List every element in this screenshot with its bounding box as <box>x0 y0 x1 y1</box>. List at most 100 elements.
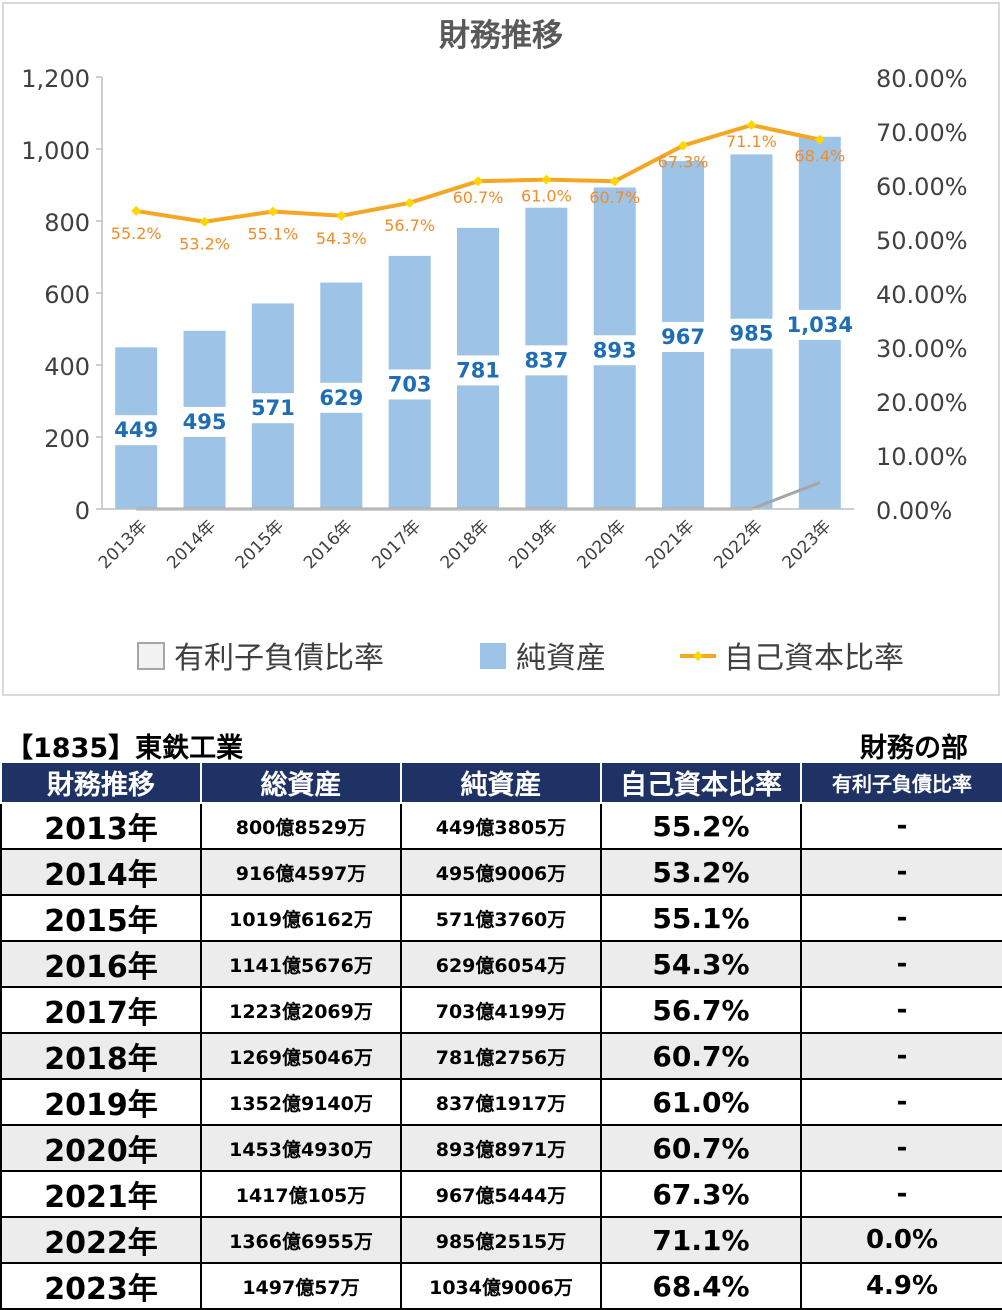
row-total-assets: 1352億9140万 <box>200 1078 402 1126</box>
x-tick-label: 2015年 <box>232 516 289 573</box>
x-tick-label: 2013年 <box>95 516 152 573</box>
line-marker <box>267 206 278 217</box>
row-year: 2017年 <box>0 986 202 1034</box>
line-value-label: 60.7% <box>589 188 640 207</box>
legend-marker-equity-ratio <box>693 651 703 661</box>
row-year: 2015年 <box>0 894 202 942</box>
company-name: 【1835】東鉄工業 <box>6 733 244 764</box>
row-total-assets: 1141億5676万 <box>200 940 402 988</box>
chart-title: 財務推移 <box>439 18 563 54</box>
bar-value-label: 495 <box>183 410 227 434</box>
bar-value-label: 837 <box>524 348 568 372</box>
chart-canvas: 財務推移 0 200 400 600 800 1,000 1,200 0.00% 10.00% 2… <box>21 18 968 676</box>
row-total-assets: 1417億105万 <box>200 1170 402 1218</box>
row-year: 2021年 <box>0 1170 202 1218</box>
y2-tick-label: 10.00% <box>876 443 968 471</box>
bar-label-bg <box>655 321 712 352</box>
legend-swatch-net-assets <box>480 643 506 669</box>
legend-label-equity-ratio: 自己資本比率 <box>724 641 904 676</box>
line-value-label: 68.4% <box>794 147 845 166</box>
table-row: 2021年 1417億105万 967億5444万 67.3% - <box>0 1170 1002 1218</box>
table-row: 2013年 800億8529万 449億3805万 55.2% - <box>0 802 1002 850</box>
row-equity-ratio: 71.1% <box>600 1216 802 1264</box>
line-value-label: 61.0% <box>521 187 572 206</box>
row-net-assets: 985億2515万 <box>400 1216 602 1264</box>
line-marker <box>814 134 825 145</box>
row-debt-ratio: - <box>800 894 1002 942</box>
x-tick-label: 2023年 <box>779 516 836 573</box>
legend-label-net-assets: 純資産 <box>516 641 606 676</box>
table-row: 2015年 1019億6162万 571億3760万 55.1% - <box>0 894 1002 942</box>
bar-value-label: 1,034 <box>787 313 853 337</box>
row-year: 2013年 <box>0 802 202 850</box>
row-total-assets: 1366億6955万 <box>200 1216 402 1264</box>
line-marker <box>473 176 483 187</box>
bar-value-label: 967 <box>661 325 705 349</box>
line-value-label: 56.7% <box>384 216 435 235</box>
bar-label-bg <box>450 355 506 386</box>
row-total-assets: 1497億57万 <box>200 1262 402 1310</box>
line-marker <box>404 197 415 208</box>
row-equity-ratio: 53.2% <box>600 848 802 896</box>
row-debt-ratio: - <box>800 848 1002 896</box>
y2-tick-label: 0.00% <box>876 497 952 525</box>
row-debt-ratio: 4.9% <box>800 1262 1002 1310</box>
row-debt-ratio: - <box>800 1170 1002 1218</box>
table-row: 2017年 1223億2069万 703億4199万 56.7% - <box>0 986 1002 1034</box>
row-equity-ratio: 67.3% <box>600 1170 802 1218</box>
row-year: 2023年 <box>0 1262 202 1310</box>
table-row: 2016年 1141億5676万 629億6054万 54.3% - <box>0 940 1002 988</box>
row-equity-ratio: 68.4% <box>600 1262 802 1310</box>
row-debt-ratio: - <box>800 1124 1002 1172</box>
row-equity-ratio: 56.7% <box>600 986 802 1034</box>
row-debt-ratio: - <box>800 802 1002 850</box>
row-year: 2018年 <box>0 1032 202 1080</box>
row-net-assets: 495億9006万 <box>400 848 602 896</box>
line-value-label: 71.1% <box>726 132 777 151</box>
row-debt-ratio: 0.0% <box>800 1216 1002 1264</box>
bar-value-label: 893 <box>593 338 637 362</box>
row-equity-ratio: 55.2% <box>600 802 802 850</box>
line-marker <box>746 120 757 131</box>
row-net-assets: 893億8971万 <box>400 1124 602 1172</box>
y2-tick-label: 40.00% <box>876 281 968 309</box>
line-value-label: 55.1% <box>247 224 298 243</box>
line-marker <box>541 174 552 185</box>
table-row: 2019年 1352億9140万 837億1917万 61.0% - <box>0 1078 1002 1126</box>
line-value-label: 53.2% <box>179 235 230 254</box>
section-label: 財務の部 <box>860 733 968 764</box>
table-row: 2022年 1366億6955万 985億2515万 71.1% 0.0% <box>0 1216 1002 1264</box>
table-header-row: 財務推移 総資産 純資産 自己資本比率 有利子負債比率 <box>0 761 1002 804</box>
row-total-assets: 1453億4930万 <box>200 1124 402 1172</box>
line-value-label: 54.3% <box>316 229 367 248</box>
y2-tick-label: 60.00% <box>876 173 968 201</box>
y-tick-label: 400 <box>44 353 90 381</box>
x-tick-label: 2019年 <box>505 516 562 573</box>
x-tick-label: 2016年 <box>300 516 357 573</box>
bar-label-bg <box>313 382 370 413</box>
row-debt-ratio: - <box>800 986 1002 1034</box>
row-net-assets: 629億6054万 <box>400 940 602 988</box>
y-tick-label: 600 <box>44 281 90 309</box>
bar-label-bg <box>586 335 643 366</box>
table-row: 2014年 916億4597万 495億9006万 53.2% - <box>0 848 1002 896</box>
x-tick-label: 2017年 <box>368 516 425 573</box>
header-total-assets: 総資産 <box>200 761 402 804</box>
y-tick-label: 200 <box>44 425 90 453</box>
bar-label-bg <box>723 318 780 349</box>
y-tick-label: 0 <box>75 497 90 525</box>
header-equity-ratio: 自己資本比率 <box>600 761 802 804</box>
x-tick-label: 2022年 <box>710 516 767 573</box>
y2-tick-label: 80.00% <box>876 65 968 93</box>
x-tick-label: 2018年 <box>437 516 494 573</box>
row-net-assets: 781億2756万 <box>400 1032 602 1080</box>
row-net-assets: 967億5444万 <box>400 1170 602 1218</box>
row-equity-ratio: 55.1% <box>600 894 802 942</box>
y2-tick-label: 30.00% <box>876 335 968 363</box>
table-row: 2018年 1269億5046万 781億2756万 60.7% - <box>0 1032 1002 1080</box>
legend-swatch-debt-ratio <box>137 642 165 670</box>
row-total-assets: 1223億2069万 <box>200 986 402 1034</box>
row-year: 2019年 <box>0 1078 202 1126</box>
header-debt-ratio: 有利子負債比率 <box>800 761 1002 804</box>
row-year: 2022年 <box>0 1216 202 1264</box>
